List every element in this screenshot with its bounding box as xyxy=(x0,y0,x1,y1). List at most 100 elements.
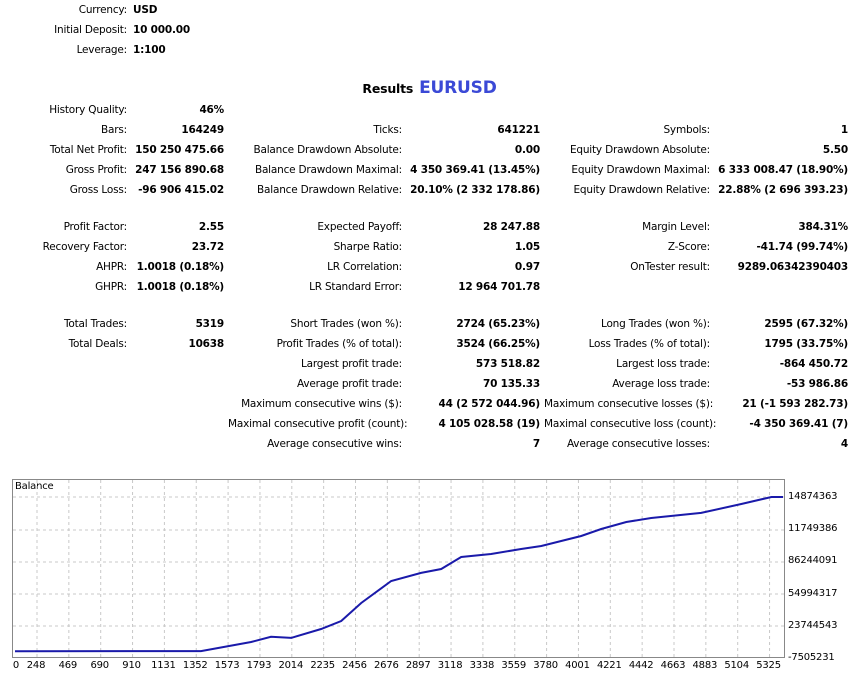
stat-label: Long Trades (won %): xyxy=(600,318,710,330)
stat-label: Equity Drawdown Maximal: xyxy=(571,164,710,176)
stat-label: AHPR: xyxy=(96,261,127,273)
stat-value: 1795 (33.75%) xyxy=(764,338,848,350)
x-tick-label: 0 xyxy=(12,660,20,671)
y-tick-label: -7505231 xyxy=(788,652,835,663)
chart-plot xyxy=(13,480,784,657)
x-tick-label: 1793 xyxy=(246,660,272,671)
stat-label: Balance Drawdown Absolute: xyxy=(253,144,402,156)
y-tick-label: 14874363 xyxy=(788,491,838,502)
stats-row: Bars: 164249 Ticks: 641221 Symbols: 1 xyxy=(0,120,859,140)
results-label: Results xyxy=(362,81,414,96)
x-tick-label: 1352 xyxy=(182,660,208,671)
stats-row: Largest profit trade: 573 518.82 Largest l… xyxy=(0,354,859,374)
stat-value: 5319 xyxy=(195,318,225,330)
x-tick-label: 4442 xyxy=(628,660,654,671)
x-tick-label: 2897 xyxy=(405,660,431,671)
stat-label: Total Net Profit: xyxy=(49,144,127,156)
header-row: Initial Deposit: 10 000.00 xyxy=(0,20,859,40)
stat-label: Gross Loss: xyxy=(69,184,127,196)
stat-label: Average consecutive losses: xyxy=(566,438,710,450)
stat-label: Balance Drawdown Relative: xyxy=(257,184,402,196)
header-label: Leverage: xyxy=(76,44,128,56)
stat-label: History Quality: xyxy=(49,104,127,116)
stat-value: 4 350 369.41 (13.45%) xyxy=(410,164,540,176)
stat-value: 4 105 028.58 (19) xyxy=(438,418,540,430)
stat-value: 0.00 xyxy=(514,144,540,156)
stat-value: 5.50 xyxy=(822,144,848,156)
stat-label: OnTester result: xyxy=(630,261,710,273)
stats-row: Maximal consecutive profit (count): 4 105… xyxy=(0,414,859,434)
stat-label: Maximal consecutive profit (count): xyxy=(228,418,408,430)
stat-value: 384.31% xyxy=(798,221,848,233)
x-tick-label: 469 xyxy=(58,660,78,671)
stats-row: History Quality: 46% xyxy=(0,100,859,120)
stats-row: Profit Factor: 2.55 Expected Payoff: 28 247… xyxy=(0,217,859,237)
stat-value: -4 350 369.41 (7) xyxy=(749,418,848,430)
stat-value: 2595 (67.32%) xyxy=(764,318,848,330)
stat-label: Expected Payoff: xyxy=(317,221,402,233)
stat-label: Margin Level: xyxy=(642,221,710,233)
stat-label: Maximal consecutive loss (count): xyxy=(544,418,717,430)
stats-row: AHPR: 1.0018 (0.18%) LR Correlation: 0.97 On… xyxy=(0,257,859,277)
stat-value: 1 xyxy=(840,124,848,136)
stat-label: Maximum consecutive wins ($): xyxy=(241,398,402,410)
symbol-label: EURUSD xyxy=(419,78,497,98)
stat-value: 0.97 xyxy=(514,261,540,273)
stat-value: 573 518.82 xyxy=(475,358,540,370)
stat-label: Sharpe Ratio: xyxy=(333,241,403,253)
x-tick-label: 690 xyxy=(90,660,109,671)
x-tick-label: 3118 xyxy=(437,660,463,671)
balance-chart: Balance xyxy=(12,479,785,658)
x-tick-label: 4883 xyxy=(692,660,718,671)
stat-value: -41.74 (99.74%) xyxy=(756,241,848,253)
stats-row: Maximum consecutive wins ($): 44 (2 572 0… xyxy=(0,394,859,414)
y-tick-label: 23744543 xyxy=(788,619,838,631)
x-tick-label: 2676 xyxy=(374,660,399,671)
x-tick-label: 2014 xyxy=(278,660,304,671)
x-tick-label: 1131 xyxy=(151,660,176,671)
stat-label: Bars: xyxy=(101,124,127,136)
stat-value: 641221 xyxy=(497,124,540,136)
stats-row: Recovery Factor: 23.72 Sharpe Ratio: 1.05 Z-… xyxy=(0,237,859,257)
stat-label: Equity Drawdown Relative: xyxy=(573,184,710,196)
x-tick-label: 2235 xyxy=(310,660,335,671)
stat-value: 150 250 475.66 xyxy=(135,144,224,156)
x-tick-label: 4001 xyxy=(565,660,590,671)
stats-row: Average profit trade: 70 135.33 Average lo… xyxy=(0,374,859,394)
stat-value: -96 906 415.02 xyxy=(138,184,224,196)
x-tick-label: 910 xyxy=(122,660,141,671)
stat-label: Balance Drawdown Maximal: xyxy=(254,164,402,176)
header-value: 1:100 xyxy=(133,44,166,56)
stat-label: Recovery Factor: xyxy=(42,241,128,253)
stat-value: 164249 xyxy=(181,124,224,136)
x-tick-label: 5325 xyxy=(756,660,781,671)
y-tick-label: 86244091 xyxy=(788,555,838,567)
stat-value: 247 156 890.68 xyxy=(135,164,224,176)
stat-label: Gross Profit: xyxy=(65,164,127,176)
stats-row: GHPR: 1.0018 (0.18%) LR Standard Error: 12 … xyxy=(0,277,859,297)
stat-value: 46% xyxy=(199,104,224,116)
stat-label: Profit Trades (% of total): xyxy=(276,338,403,350)
stat-value: -864 450.72 xyxy=(779,358,848,370)
header-value: 10 000.00 xyxy=(133,24,190,36)
stat-label: Loss Trades (% of total): xyxy=(588,338,711,350)
stat-label: Largest loss trade: xyxy=(616,358,710,370)
x-tick-label: 1573 xyxy=(214,660,240,671)
header-label: Currency: xyxy=(78,4,127,16)
stat-label: GHPR: xyxy=(95,281,127,293)
x-tick-label: 3338 xyxy=(469,660,495,671)
x-tick-label: 3780 xyxy=(533,660,558,671)
stat-value: 1.0018 (0.18%) xyxy=(136,261,225,273)
x-tick-label: 248 xyxy=(26,660,46,671)
x-tick-label: 4663 xyxy=(660,660,686,671)
stat-label: Symbols: xyxy=(663,124,710,136)
stat-value: 4 xyxy=(840,438,848,450)
stat-value: -53 986.86 xyxy=(786,378,848,390)
stat-label: LR Correlation: xyxy=(327,261,402,273)
stats-row: Average consecutive wins: 7 Average consec… xyxy=(0,434,859,454)
stat-value: 20.10% (2 332 178.86) xyxy=(410,184,540,196)
balance-line xyxy=(14,496,783,653)
stat-value: 12 964 701.78 xyxy=(458,281,540,293)
stat-label: Largest profit trade: xyxy=(300,358,402,370)
stat-value: 2724 (65.23%) xyxy=(456,318,540,330)
